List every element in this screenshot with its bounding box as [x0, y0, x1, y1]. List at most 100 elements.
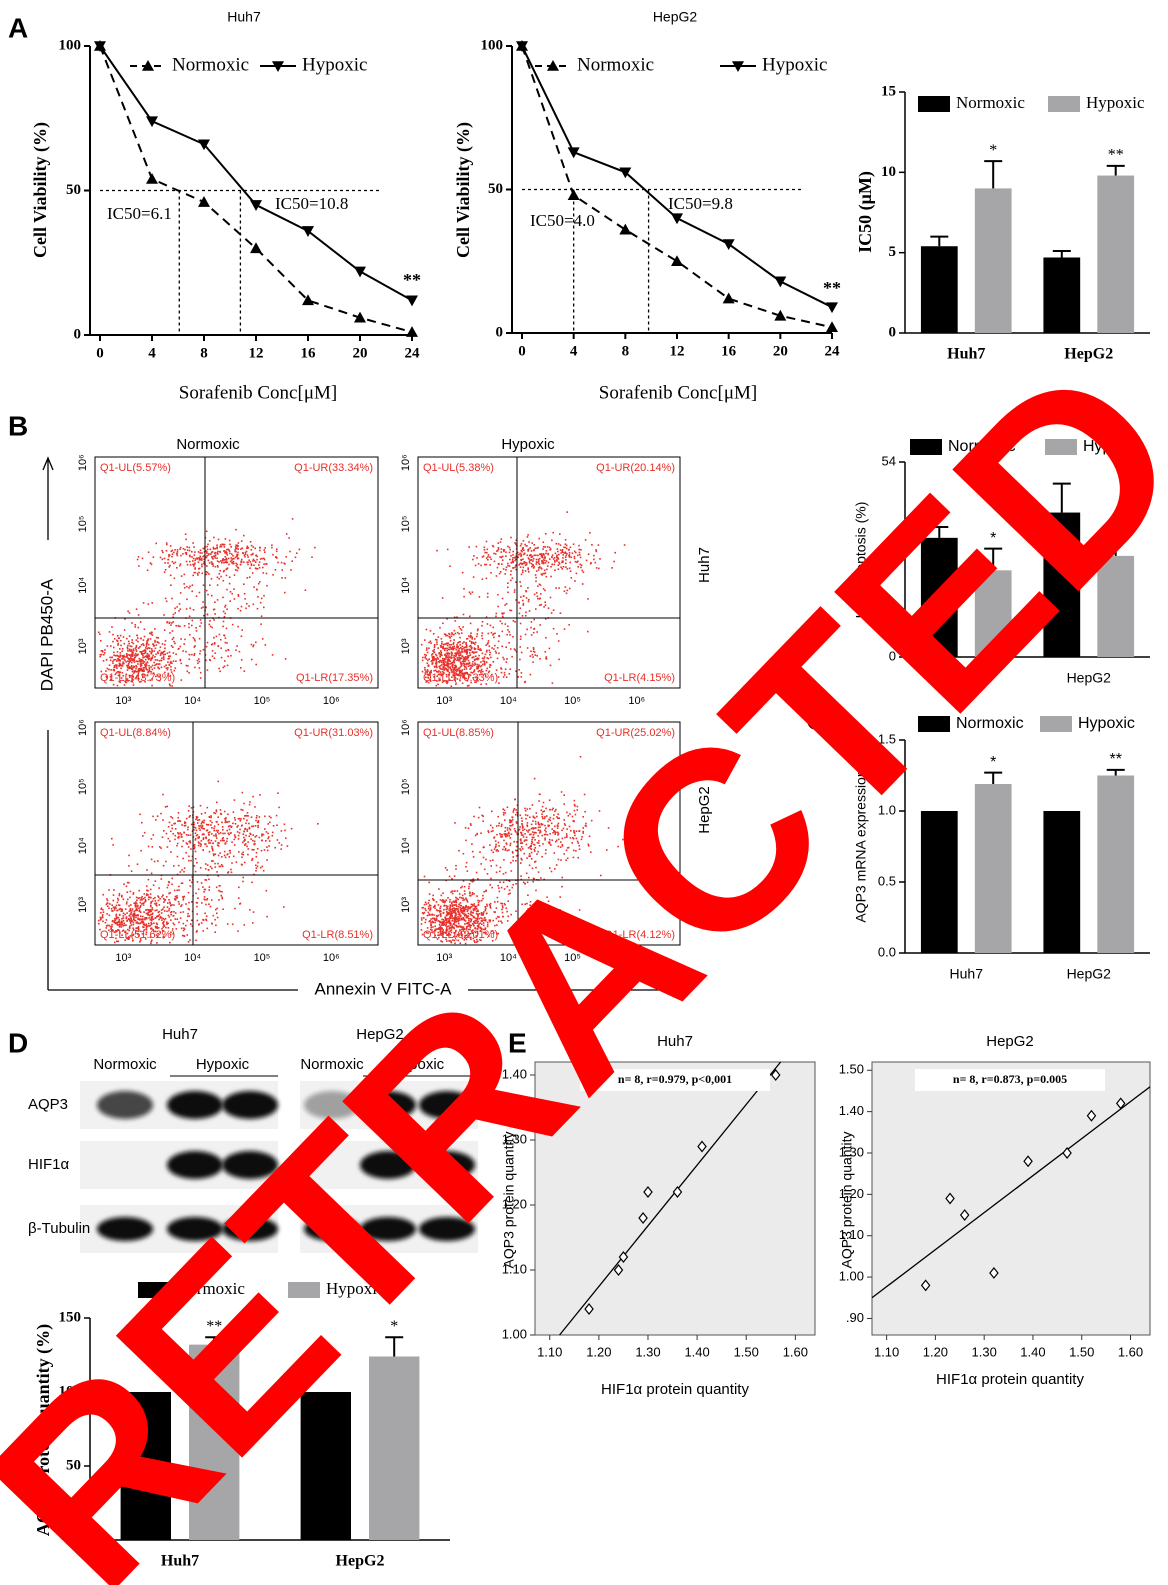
flow-dot — [130, 904, 132, 906]
flow-dot — [492, 661, 495, 663]
flow-dot — [256, 568, 259, 570]
flow-dot — [542, 588, 545, 590]
flow-dot — [138, 565, 140, 567]
flow-dot — [579, 756, 582, 758]
flow-dot — [189, 564, 192, 566]
flow-dot — [246, 554, 249, 556]
flow-dot — [493, 848, 496, 850]
flow-dot — [439, 626, 441, 629]
flow-dot — [216, 907, 218, 910]
flow-dot — [226, 923, 229, 925]
flow-dot — [127, 663, 130, 665]
flow-dot — [182, 922, 185, 925]
flow-dot — [246, 828, 248, 831]
flow-dot — [455, 905, 458, 908]
flow-dot — [232, 822, 234, 825]
flow-dot — [133, 914, 136, 917]
flow-dot — [166, 668, 169, 671]
flow-dot — [514, 542, 516, 544]
flow-dot — [520, 573, 523, 576]
flow-dot — [183, 573, 186, 576]
flow-dot — [148, 654, 150, 657]
flow-dot — [535, 561, 538, 563]
flow-dot — [455, 924, 458, 927]
flow-dot — [556, 816, 558, 818]
flow-dot — [440, 921, 443, 924]
flow-dot — [229, 825, 231, 827]
flow-dot — [120, 664, 122, 667]
flow-dot — [146, 656, 148, 658]
flow-dot — [237, 838, 240, 840]
flow-dot — [554, 561, 556, 563]
flow-dot — [459, 656, 461, 659]
flow-dot — [217, 816, 219, 818]
flow-dot — [258, 564, 260, 566]
flow-dot — [470, 681, 472, 684]
y-axis-label: DAPI PB450-A — [37, 578, 56, 691]
flow-dot — [501, 559, 504, 561]
flow-dot — [211, 833, 213, 835]
flow-dot — [133, 671, 135, 674]
flow-dot — [196, 816, 199, 819]
flow-dot — [462, 626, 464, 628]
flow-dot — [108, 668, 110, 671]
flow-dot — [470, 918, 473, 921]
flow-dot — [126, 648, 129, 650]
quadrant-label: Q1-UL(8.84%) — [100, 727, 171, 739]
x-tick-label: 12 — [249, 345, 264, 361]
flow-dot — [519, 562, 521, 565]
flow-dot — [149, 896, 151, 899]
flow-dot — [164, 653, 166, 656]
flow-dot — [461, 663, 463, 665]
flow-dot — [488, 645, 491, 647]
flow-dot — [124, 680, 126, 683]
flow-dot — [262, 572, 265, 574]
flow-dot — [230, 832, 232, 834]
flow-dot — [105, 675, 108, 678]
significance: ** — [823, 278, 841, 298]
flow-dot — [198, 819, 201, 821]
data-point — [1115, 1097, 1126, 1110]
flow-dot — [439, 931, 442, 933]
flow-dot — [433, 645, 436, 647]
flow-dot — [211, 626, 213, 629]
flow-dot — [481, 814, 483, 817]
flow-dot — [543, 833, 546, 836]
flow-dot — [460, 931, 462, 934]
flow-dot — [440, 932, 442, 935]
flow-dot — [466, 658, 468, 660]
flow-dot — [188, 626, 190, 629]
flow-dot — [174, 838, 176, 841]
flow-dot — [179, 592, 182, 594]
flow-dot — [448, 919, 451, 921]
flow-dot — [198, 571, 200, 574]
flow-dot — [208, 562, 211, 564]
flow-dot — [470, 911, 472, 914]
flow-dot — [179, 546, 182, 549]
flow-dot — [129, 645, 131, 647]
flow-dot — [139, 937, 142, 940]
flow-dot — [217, 862, 219, 865]
flow-dot — [503, 612, 505, 614]
flow-dot — [171, 555, 173, 558]
flow-dot — [500, 668, 503, 670]
flow-dot — [473, 905, 475, 907]
flow-dot — [199, 652, 201, 655]
flow-dot — [218, 633, 221, 636]
y-tick-label: 1.10 — [839, 1227, 864, 1242]
flow-dot — [130, 924, 133, 926]
flow-dot — [187, 915, 189, 918]
flow-dot — [593, 558, 595, 561]
flow-dot — [206, 806, 209, 809]
flow-dot — [532, 567, 535, 569]
flow-dot — [461, 918, 463, 921]
flow-dot — [462, 897, 464, 899]
error-bar — [984, 160, 1003, 189]
flow-dot — [194, 571, 196, 574]
flow-dot — [525, 597, 528, 599]
flow-dot — [468, 645, 471, 648]
flow-dot — [534, 574, 537, 576]
flow-dot — [463, 919, 466, 922]
flow-dot — [458, 672, 461, 674]
flow-dot — [545, 560, 548, 562]
